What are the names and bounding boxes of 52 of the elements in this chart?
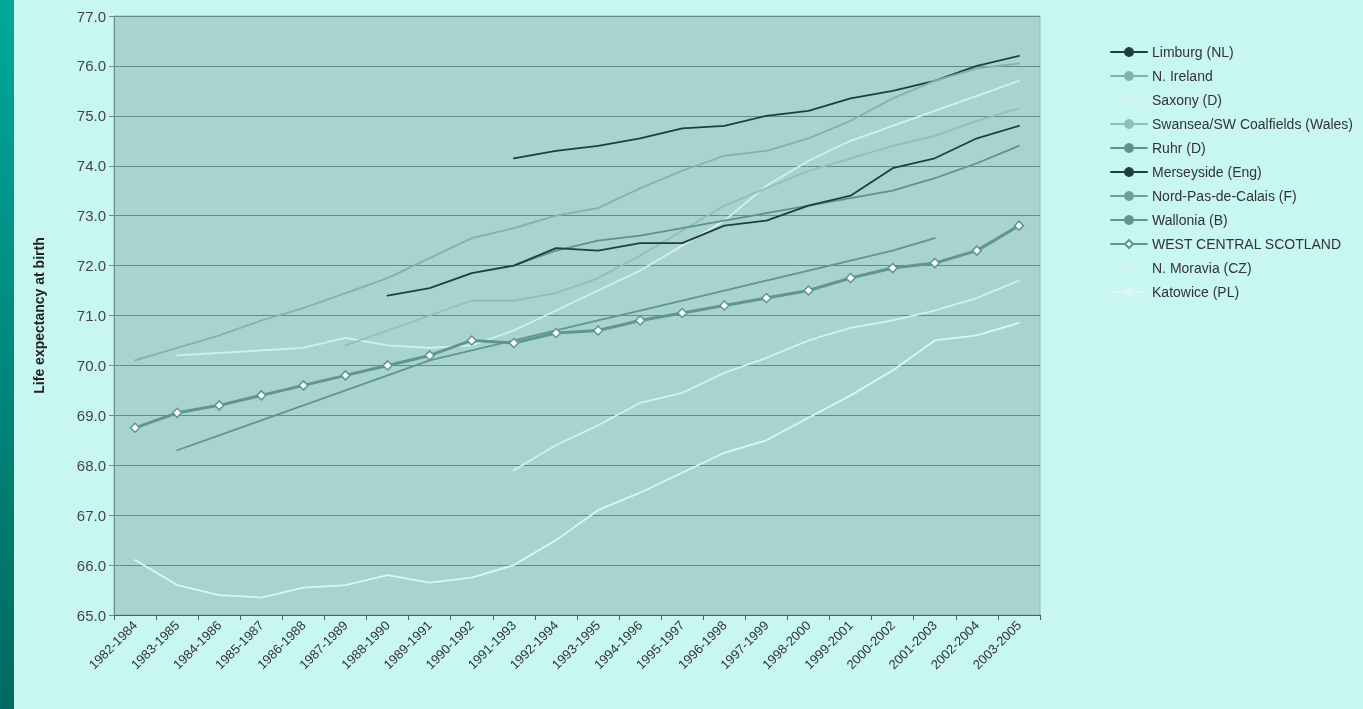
legend-label: Wallonia (B) — [1152, 212, 1228, 228]
y-tick-label: 68.0 — [76, 456, 106, 474]
y-tick-label: 70.0 — [76, 356, 106, 374]
point — [171, 407, 183, 419]
legend-label: N. Moravia (CZ) — [1152, 260, 1252, 276]
point — [592, 325, 604, 336]
legend-label: WEST CENTRAL SCOTLAND — [1152, 236, 1342, 252]
legend-label: Limburg (NL) — [1152, 44, 1234, 60]
point — [340, 370, 351, 381]
y-tick-label: 73.0 — [76, 207, 106, 225]
legend-label: Swansea/SW Coalfields (Wales) — [1152, 116, 1354, 132]
y-tick-label: 77.0 — [76, 7, 106, 25]
line-series — [512, 279, 1020, 472]
point — [508, 337, 520, 349]
point — [213, 400, 225, 411]
y-tick-label: 72.0 — [76, 257, 106, 275]
point — [929, 257, 941, 269]
y-axis-title: Life expectancy at birth — [31, 237, 47, 394]
legend-label: N. Ireland — [1152, 68, 1213, 84]
y-tick-label: 75.0 — [76, 107, 106, 125]
point — [803, 285, 814, 296]
point — [382, 360, 393, 371]
point — [424, 350, 435, 361]
line-series — [344, 107, 1020, 347]
line-series — [512, 55, 1020, 160]
y-tick-label: 66.0 — [76, 556, 106, 574]
point — [298, 380, 309, 391]
point — [676, 307, 688, 319]
legend-label: Katowice (PL) — [1152, 284, 1240, 300]
y-tick-label: 65.0 — [76, 606, 106, 624]
point — [129, 422, 141, 434]
legend-label: Ruhr (D) — [1152, 140, 1206, 156]
y-tick-label: 74.0 — [76, 157, 106, 175]
legend-label: Merseyside (Eng) — [1152, 164, 1262, 180]
point — [1013, 220, 1025, 231]
point — [887, 262, 898, 274]
y-tick-label: 71.0 — [76, 307, 106, 324]
point — [634, 315, 646, 326]
legend-label: Nord-Pas-de-Calais (F) — [1152, 188, 1297, 204]
point — [550, 327, 562, 339]
point — [761, 292, 772, 304]
point — [971, 245, 983, 256]
point — [466, 335, 478, 346]
point — [256, 390, 267, 401]
point — [845, 272, 856, 284]
line-series — [134, 322, 1020, 599]
line-series — [386, 124, 1020, 297]
y-tick-label: 69.0 — [76, 406, 106, 424]
y-tick-label: 76.0 — [76, 57, 106, 75]
point — [719, 300, 730, 311]
legend-label: Saxony (D) — [1152, 92, 1223, 108]
y-tick-label: 67.0 — [76, 506, 106, 524]
